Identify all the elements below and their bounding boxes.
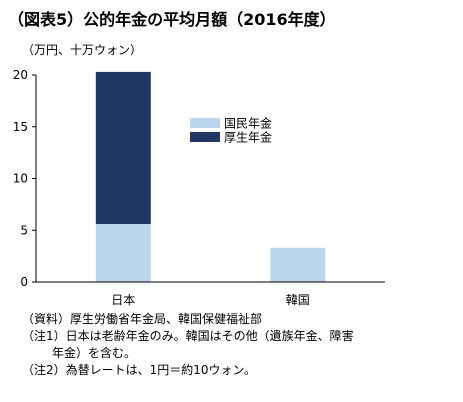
legend-label-1: 国民年金 (224, 116, 272, 131)
legend-label-2: 厚生年金 (224, 130, 272, 145)
legend-swatch-2 (190, 132, 220, 142)
y-axis-unit-label: （万円、十万ウォン） (22, 43, 143, 57)
note-1: （注1）日本は老齢年金のみ。韓国はその他（遺族年金、障害 (22, 329, 354, 343)
x-tick-label-2: 韓国 (286, 293, 310, 307)
chart-title: （図表5）公的年金の平均月額（2016年度） (8, 10, 336, 29)
x-tick-label-1: 日本 (111, 293, 135, 307)
bars-layer (95, 71, 326, 282)
y-tick-label-5: 20 (13, 68, 28, 82)
y-tick-label-4: 15 (13, 120, 28, 134)
bar-1-series-1 (95, 224, 151, 282)
y-tick-label-2: 5 (20, 223, 28, 237)
axes-layer: 日本 韓国 0 5 10 15 20 (13, 68, 385, 307)
bar-1-series-2 (95, 71, 151, 225)
note-2: （注2）為替レートは、1円＝約10ウォン。 (22, 363, 256, 377)
legend-swatch-1 (190, 118, 220, 128)
note-source: （資料）厚生労働省年金局、韓国保健福祉部 (22, 312, 263, 326)
bar-2-series-1 (270, 247, 326, 282)
note-1-continued: 年金）を含む。 (52, 346, 137, 360)
y-tick-label-3: 10 (13, 172, 28, 186)
notes-block: （資料）厚生労働省年金局、韓国保健福祉部 （注1）日本は老齢年金のみ。韓国はその… (22, 311, 354, 379)
y-tick-label-1: 0 (20, 275, 28, 289)
